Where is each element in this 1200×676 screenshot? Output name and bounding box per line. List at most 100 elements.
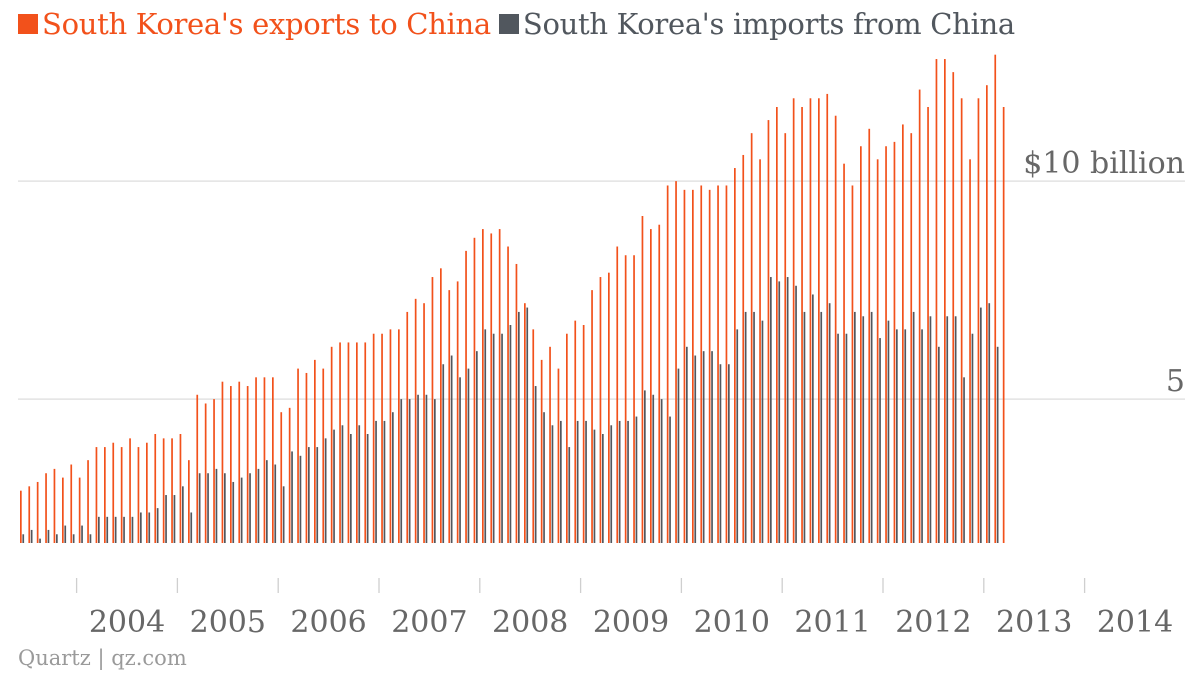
bar-exports xyxy=(624,255,627,544)
bar-exports xyxy=(62,477,64,543)
bar-imports xyxy=(114,516,117,543)
bar-imports xyxy=(39,538,41,543)
bar-imports xyxy=(47,529,50,543)
legend-swatch-imports xyxy=(498,14,519,34)
x-tick-label: 2009 xyxy=(593,605,669,640)
bar-exports xyxy=(700,185,703,544)
bar-imports xyxy=(425,394,428,543)
bar-imports xyxy=(862,316,865,543)
bar-exports xyxy=(818,98,820,543)
bar-imports xyxy=(870,311,873,543)
x-tick-label: 2014 xyxy=(1097,605,1173,640)
bar-exports xyxy=(524,303,526,543)
bar-imports xyxy=(291,451,293,543)
bar-imports xyxy=(459,377,461,543)
bar-exports xyxy=(767,120,770,543)
bar-exports xyxy=(347,342,350,543)
bar-exports xyxy=(952,72,955,544)
bar-exports xyxy=(994,54,997,544)
bar-exports xyxy=(734,168,736,544)
bar-imports xyxy=(501,333,503,543)
bar-imports xyxy=(686,346,688,543)
x-tick-label: 2013 xyxy=(996,605,1072,640)
bar-imports xyxy=(812,294,814,543)
bar-exports xyxy=(129,438,131,543)
bar-imports xyxy=(610,425,613,543)
bar-imports xyxy=(72,534,75,543)
bar-exports xyxy=(154,434,157,543)
bar-imports xyxy=(257,468,260,543)
bar-imports xyxy=(173,495,176,543)
bar-imports xyxy=(224,473,226,543)
bar-imports xyxy=(744,311,747,543)
bar-imports xyxy=(282,486,285,543)
bar-imports xyxy=(350,434,352,543)
bar-imports xyxy=(375,420,377,543)
bar-exports xyxy=(725,185,728,544)
bar-imports xyxy=(526,307,529,543)
bar-exports xyxy=(146,442,148,543)
bar-imports xyxy=(946,316,949,543)
bar-exports xyxy=(339,342,341,543)
bar-exports xyxy=(204,403,207,543)
bar-exports xyxy=(28,486,31,543)
bar-exports xyxy=(843,163,845,543)
x-tick-label: 2011 xyxy=(794,605,870,640)
bar-exports xyxy=(986,85,988,543)
bar-exports xyxy=(221,381,224,543)
y-tick-label: $10 billion xyxy=(1023,146,1185,181)
bar-exports xyxy=(708,189,711,543)
bar-exports xyxy=(860,146,862,544)
bar-exports xyxy=(482,229,484,543)
bar-imports xyxy=(240,477,243,543)
bar-imports xyxy=(602,434,604,543)
bar-exports xyxy=(95,447,98,543)
bar-imports xyxy=(467,368,470,543)
bar-exports xyxy=(112,442,115,543)
bar-exports xyxy=(633,255,635,544)
bar-imports xyxy=(274,464,277,543)
bar-exports xyxy=(616,246,619,543)
bar-imports xyxy=(837,333,839,543)
bar-exports xyxy=(36,481,39,543)
bar-exports xyxy=(692,189,694,543)
bar-imports xyxy=(207,473,209,543)
bar-imports xyxy=(912,311,915,543)
bar-exports xyxy=(927,107,929,543)
bar-imports xyxy=(677,368,680,543)
bar-exports xyxy=(868,128,871,544)
bar-imports xyxy=(954,316,957,543)
bar-imports xyxy=(131,516,134,543)
bar-imports xyxy=(190,512,193,543)
bar-exports xyxy=(902,124,904,543)
bar-exports xyxy=(263,377,266,543)
bar-exports xyxy=(776,107,778,543)
x-tick-label: 2006 xyxy=(290,605,366,640)
bar-exports xyxy=(784,133,787,543)
bar-exports xyxy=(104,447,106,543)
bar-imports xyxy=(316,447,319,543)
bar-exports xyxy=(196,394,199,543)
bar-exports xyxy=(666,185,669,544)
bar-imports xyxy=(778,281,781,543)
bar-exports xyxy=(70,464,73,543)
bar-imports xyxy=(299,455,302,543)
bar-exports xyxy=(851,185,854,544)
bar-exports xyxy=(809,98,812,543)
bar-exports xyxy=(406,311,409,543)
bar-exports xyxy=(322,368,325,543)
bar-imports xyxy=(341,425,344,543)
bar-imports xyxy=(644,390,646,543)
x-tick-label: 2004 xyxy=(89,605,165,640)
bar-imports xyxy=(333,429,335,543)
bar-imports xyxy=(669,416,671,543)
bar-imports xyxy=(828,303,831,543)
bar-imports xyxy=(820,311,823,543)
bar-exports xyxy=(448,290,451,543)
bar-exports xyxy=(532,329,535,543)
bar-exports xyxy=(549,346,551,543)
bar-imports xyxy=(64,525,67,543)
bar-imports xyxy=(518,311,520,543)
bar-imports xyxy=(971,333,974,543)
